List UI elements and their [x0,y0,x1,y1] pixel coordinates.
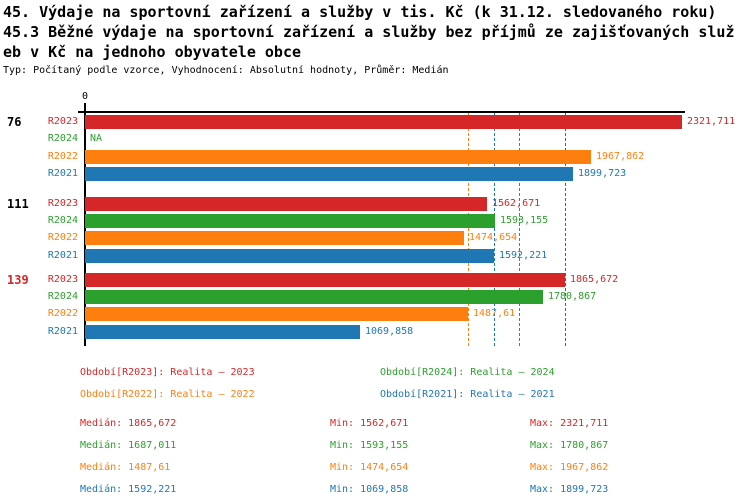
stat-median-r2024: Medián: 1687,011 [80,440,177,451]
bar [85,197,487,211]
bar-na-label: NA [90,133,103,144]
group-label: 139 [7,273,29,287]
row-period-label: R2021 [47,326,78,337]
bar [85,307,468,321]
row-period-label: R2024 [47,215,78,226]
row-period-label: R2022 [47,232,78,243]
bar-value-label: 1899,723 [578,168,627,179]
median-line-r2024 [519,113,520,346]
bar-value-label: 2321,711 [687,116,736,127]
stat-max-r2023: Max: 2321,711 [530,418,609,429]
stat-max-r2021: Max: 1899,723 [530,484,609,495]
row-period-label: R2024 [47,291,78,302]
row-period-label: R2022 [47,308,78,319]
stat-min-r2024: Min: 1593,155 [330,440,409,451]
bar-value-label: 1593,155 [500,215,549,226]
page-title-line1: 45. Výdaje na sportovní zařízení a služb… [3,3,717,21]
bar [85,249,494,263]
x-axis-line [78,111,685,113]
stat-min-r2022: Min: 1474,654 [330,462,409,473]
bar-value-label: 1474,654 [469,232,518,243]
group-label: 76 [7,115,22,129]
bar-value-label: 1865,672 [570,274,619,285]
median-line-r2023 [565,113,566,346]
group-label: 111 [7,197,29,211]
bar [85,150,591,164]
legend-item-r2022: Období[R2022]: Realita – 2022 [80,389,255,400]
bar [85,115,682,129]
bar-value-label: 1069,858 [365,326,414,337]
stat-max-r2024: Max: 1780,867 [530,440,609,451]
bar-value-label: 1592,221 [499,250,548,261]
bar [85,273,565,287]
row-period-label: R2023 [47,116,78,127]
bar-value-label: 1487,61 [473,308,516,319]
bar [85,231,464,245]
legend-item-r2023: Období[R2023]: Realita – 2023 [80,367,255,378]
chart-meta-line: Typ: Počítaný podle vzorce, Vyhodnocení:… [3,65,449,76]
stat-min-r2023: Min: 1562,671 [330,418,409,429]
stat-median-r2021: Medián: 1592,221 [80,484,177,495]
bar-value-label: 1562,671 [492,198,541,209]
stat-median-r2022: Medián: 1487,61 [80,462,171,473]
median-line-r2022 [468,113,469,346]
page-title-line2: 45.3 Běžné výdaje na sportovní zařízení … [3,23,735,41]
median-line-r2021 [494,113,495,346]
stat-median-r2023: Medián: 1865,672 [80,418,177,429]
axis-zero-tick-label: 0 [81,91,89,102]
bar-value-label: 1967,862 [596,151,645,162]
row-period-label: R2023 [47,274,78,285]
row-period-label: R2024 [47,133,78,144]
row-period-label: R2022 [47,151,78,162]
row-period-label: R2021 [47,250,78,261]
page-title-line3: eb v Kč na jednoho obyvatele obce [3,43,302,61]
bar [85,167,573,181]
bar [85,325,360,339]
stat-min-r2021: Min: 1069,858 [330,484,409,495]
bar-value-label: 1780,867 [548,291,597,302]
row-period-label: R2023 [47,198,78,209]
bar [85,214,495,228]
legend-item-r2021: Období[R2021]: Realita – 2021 [380,389,555,400]
bar [85,290,543,304]
stat-max-r2022: Max: 1967,862 [530,462,609,473]
row-period-label: R2021 [47,168,78,179]
legend-item-r2024: Období[R2024]: Realita – 2024 [380,367,555,378]
